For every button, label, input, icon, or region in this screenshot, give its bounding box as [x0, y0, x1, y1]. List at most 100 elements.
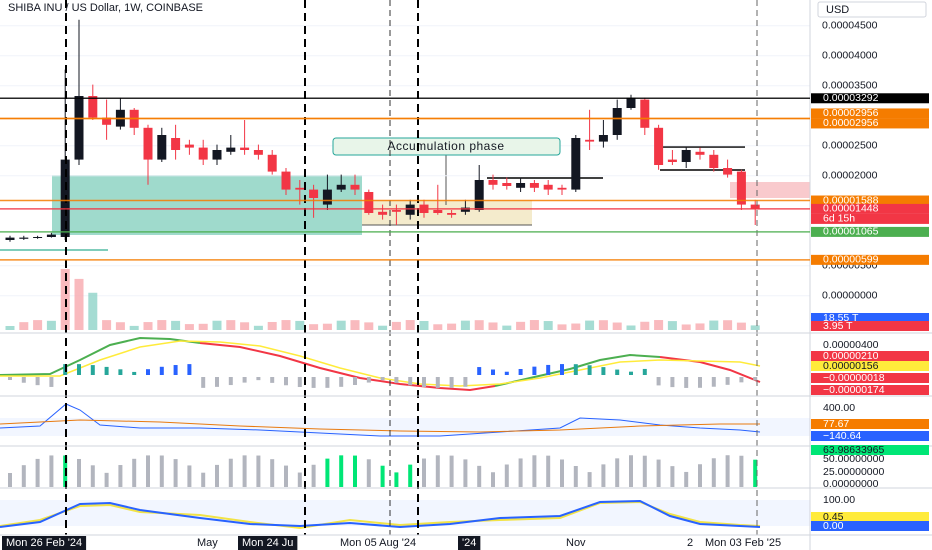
volume-bar	[419, 320, 429, 330]
candle-body	[19, 237, 29, 239]
currency[interactable]: USD	[826, 4, 849, 16]
price-badge-label: 0.00001588	[823, 194, 879, 206]
indicator-bar	[477, 465, 482, 487]
candle-body	[488, 180, 498, 185]
candle-body	[571, 138, 581, 190]
histogram-bar	[284, 377, 288, 386]
pane-label: −0.00000018	[823, 372, 885, 384]
volume-bar	[226, 320, 236, 330]
volume-bar	[5, 326, 15, 330]
candle-body	[654, 127, 664, 165]
candle-body	[322, 189, 332, 205]
candle-body	[157, 135, 167, 160]
indicator-bar	[118, 465, 123, 487]
stoch-band	[0, 500, 810, 526]
price-badge-label: 0.00000599	[823, 254, 879, 266]
indicator-bar	[104, 472, 109, 487]
histogram-bar	[449, 377, 454, 388]
indicator-bar	[670, 466, 675, 487]
histogram-bar	[711, 377, 716, 387]
histogram-bar	[21, 377, 26, 383]
candle-body	[667, 159, 677, 162]
histogram-bar	[615, 369, 620, 375]
price-badge-label: 0.00003292	[823, 92, 879, 104]
volume-bar	[184, 324, 194, 330]
pane-badge	[811, 521, 929, 531]
candle-body	[750, 204, 760, 209]
price-badge	[811, 254, 929, 265]
indicator-bar	[449, 455, 454, 487]
histogram-bar	[587, 365, 592, 375]
histogram-bar	[629, 371, 633, 375]
histogram-bar	[325, 377, 330, 388]
volume-bar	[405, 320, 415, 330]
indicator-bar	[504, 464, 509, 487]
signal-line	[0, 340, 761, 387]
price-badge-label: 0.00002956	[823, 107, 879, 119]
histogram-bar	[656, 377, 661, 386]
volume-bar	[667, 321, 677, 330]
candle-body	[226, 147, 236, 152]
stoch-line	[0, 499, 761, 529]
volume-bar	[709, 320, 719, 330]
indicator-bar	[270, 459, 275, 487]
volume-bar	[46, 320, 56, 330]
annotation: Accumulation phase	[387, 139, 504, 153]
currency-button[interactable]	[817, 1, 927, 18]
histogram-bar	[573, 364, 578, 375]
y-tick-label: 0.00002500	[822, 140, 878, 152]
indicator-bar	[573, 465, 578, 487]
volume-bar	[736, 322, 746, 330]
indicator-bar	[284, 465, 288, 487]
candle-body	[378, 211, 388, 215]
volume-bar	[212, 320, 222, 330]
countdown: 6d 15h	[823, 213, 855, 225]
pane-label: 0.00	[823, 520, 844, 532]
indicator-bar	[366, 459, 371, 487]
histogram-bar	[159, 366, 164, 375]
pane-badge	[811, 419, 929, 429]
indicator-bar	[8, 473, 12, 487]
candle-body	[709, 154, 719, 168]
time-label: Mon 24 Ju	[242, 537, 293, 549]
histogram-bar	[753, 377, 758, 381]
indicator-bar	[491, 472, 495, 487]
histogram-bar	[491, 369, 495, 375]
pane-label: 400.00	[823, 402, 855, 414]
indicator-bar	[159, 455, 164, 487]
candle-body	[543, 184, 553, 190]
histogram-bar	[35, 377, 40, 386]
volume-bar	[654, 320, 664, 330]
histogram-bar	[670, 377, 675, 388]
time-label: '24	[462, 537, 476, 549]
indicator-bar	[435, 455, 440, 487]
y-tick-label: 0.00000000	[822, 290, 878, 302]
histogram-bar	[739, 377, 744, 383]
volume-bar	[529, 320, 539, 330]
candle-body	[626, 97, 636, 108]
histogram-bar	[532, 366, 537, 375]
histogram-bar	[339, 377, 344, 387]
indicator-bar	[35, 458, 40, 487]
indicator-bar	[173, 459, 178, 487]
chart-title: SHIBA INU / US Dollar, 1W, COINBASE	[8, 2, 203, 14]
candle-body	[309, 189, 319, 198]
pane-label: 0.45	[823, 511, 844, 523]
volume-bar	[281, 320, 291, 330]
histogram-bar	[146, 369, 150, 375]
indicator-bar	[408, 464, 413, 487]
histogram-bar	[49, 377, 54, 387]
pane-label: 25.00000000	[823, 466, 884, 478]
candle-body	[267, 154, 277, 172]
price-badge-label: 0.00002956	[823, 117, 879, 129]
price-badge	[811, 118, 929, 129]
indicator-bar	[256, 455, 261, 487]
support-zone	[52, 175, 362, 235]
indicator-bar	[532, 455, 537, 487]
candle-body	[502, 183, 512, 186]
candle-body	[391, 210, 401, 212]
price-badge	[811, 108, 929, 119]
indicator-bar	[422, 458, 426, 487]
accumulation-zone	[362, 200, 532, 225]
